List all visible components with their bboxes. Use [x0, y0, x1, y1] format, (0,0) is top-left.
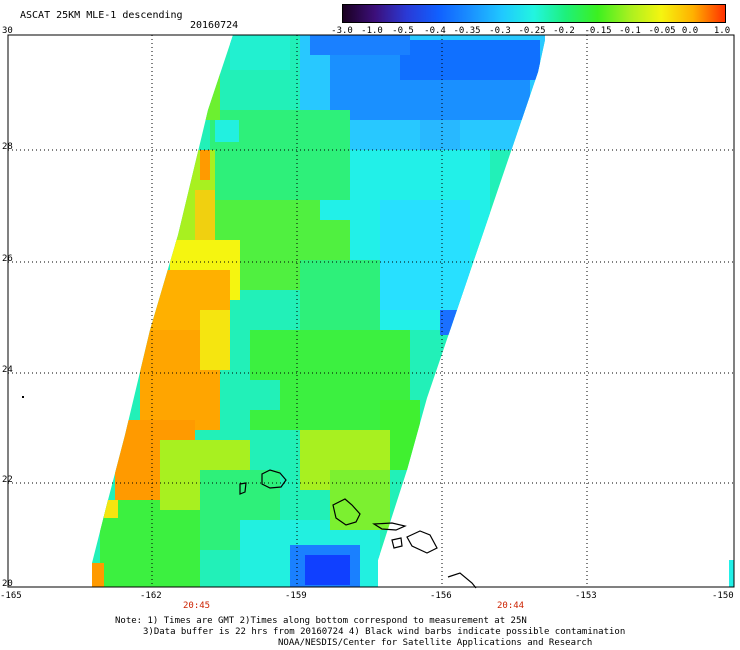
color-scale-label: -0.1 — [619, 26, 641, 36]
lat-label: 20 — [2, 579, 13, 589]
maui-outline — [406, 530, 438, 554]
oahu-outline — [332, 498, 361, 526]
color-scale-label: -3.0 — [331, 26, 353, 36]
lat-label: 24 — [2, 365, 13, 375]
color-scale-label: -0.35 — [453, 26, 481, 36]
map-title: ASCAT 25KM MLE-1 descending — [20, 10, 183, 21]
map-date: 20160724 — [190, 20, 239, 31]
color-scale-label: -0.2 — [553, 26, 575, 36]
lon-label: -162 — [140, 591, 162, 601]
note-line-1: Note: 1) Times are GMT 2)Times along bot… — [115, 616, 527, 626]
color-scale-label: 1.0 — [713, 26, 731, 36]
lon-label: -159 — [285, 591, 307, 601]
molokai-outline — [372, 522, 407, 531]
lat-label: 30 — [2, 26, 13, 36]
lon-label: -165 — [0, 591, 22, 601]
wind-swath — [92, 35, 545, 587]
color-scale-label: -0.4 — [424, 26, 446, 36]
note-line-3: NOAA/NESDIS/Center for Satellite Applica… — [278, 638, 593, 648]
lon-label: -150 — [712, 591, 734, 601]
hawaii-big-island-outline — [447, 572, 477, 589]
color-scale-label: -0.15 — [584, 26, 612, 36]
speck-mark — [22, 396, 24, 398]
color-scale-label: -0.25 — [518, 26, 546, 36]
color-scale-gradient — [343, 5, 725, 22]
color-scale-label: 0.0 — [681, 26, 699, 36]
right-swath-sliver — [729, 560, 734, 587]
time-label: 20:45 — [183, 601, 211, 611]
color-scale-labels: -3.0 -1.0 -0.5 -0.4 -0.35 -0.3 -0.25 -0.2 -0.15-… — [300, 26, 740, 38]
lat-label: 28 — [2, 142, 13, 152]
kauai-outline — [261, 469, 287, 489]
color-scale-label: -1.0 — [361, 26, 383, 36]
color-scale-label: -0.05 — [648, 26, 676, 36]
lat-label: 26 — [2, 254, 13, 264]
note-line-2: 3)Data buffer is 22 hrs from 20160724 4)… — [143, 627, 626, 637]
color-scale-label: -0.5 — [392, 26, 414, 36]
color-scale-bar — [342, 4, 726, 23]
graticule — [8, 35, 734, 587]
color-scale-label: -0.3 — [489, 26, 511, 36]
time-label: 20:44 — [497, 601, 525, 611]
hawaiian-islands — [239, 469, 477, 589]
niihau-outline — [239, 482, 247, 495]
lat-label: 22 — [2, 475, 13, 485]
plot-frame — [7, 34, 735, 588]
lon-label: -153 — [575, 591, 597, 601]
lon-label: -156 — [430, 591, 452, 601]
lanai-outline — [391, 537, 403, 549]
